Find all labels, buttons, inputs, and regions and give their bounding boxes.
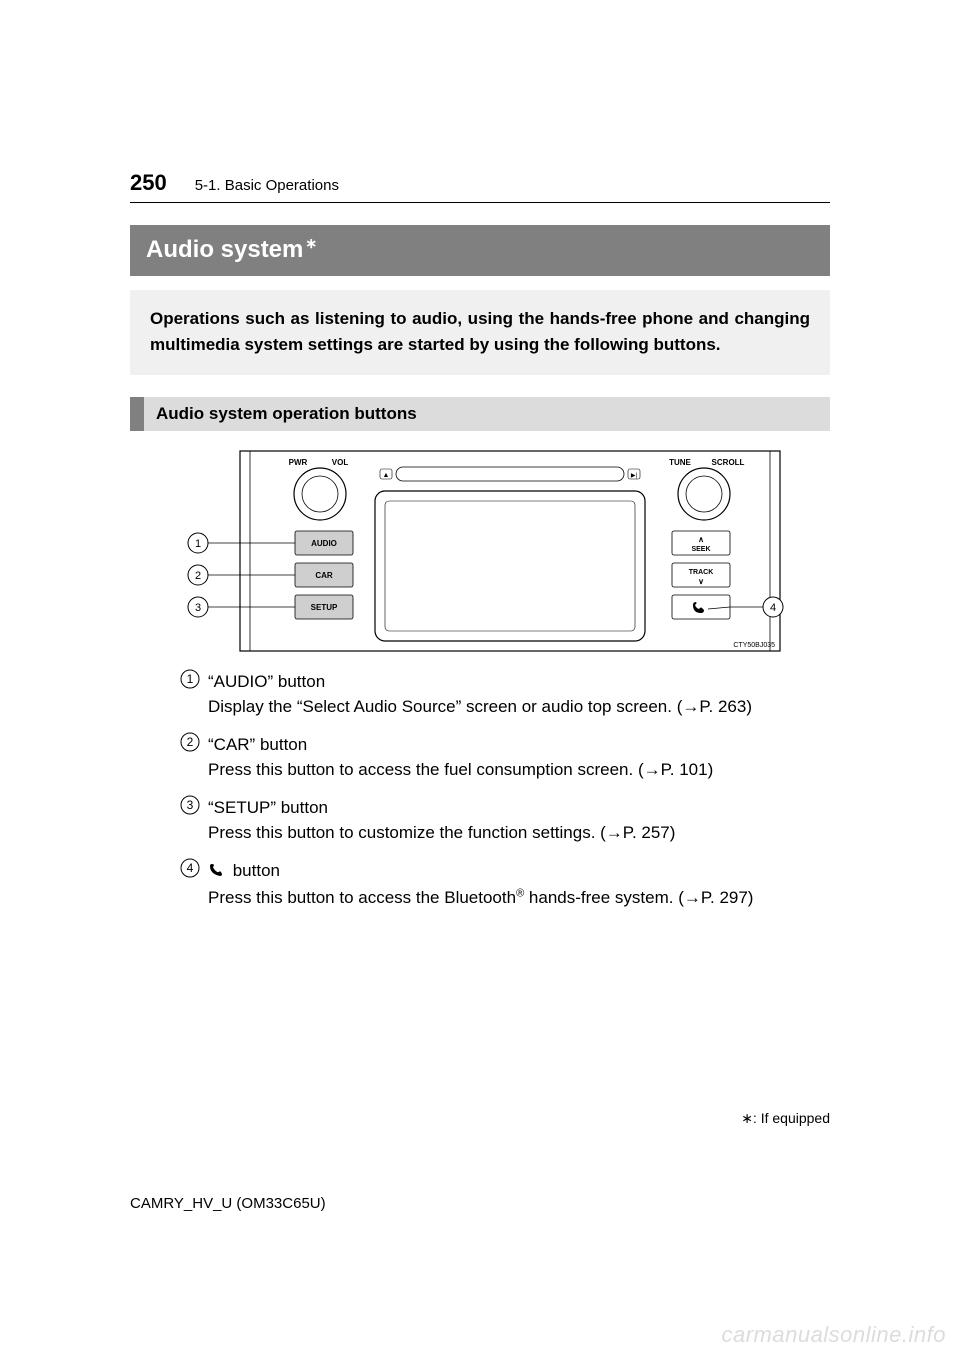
item-label-suffix: button bbox=[228, 861, 280, 880]
page-number: 250 bbox=[130, 170, 167, 196]
item-number-3: 3 bbox=[180, 795, 208, 817]
svg-text:TRACK: TRACK bbox=[689, 569, 714, 576]
svg-text:3: 3 bbox=[195, 602, 201, 614]
section-path: 5-1. Basic Operations bbox=[195, 177, 339, 194]
item-text: “AUDIO” button Display the “Select Audio… bbox=[208, 669, 830, 720]
item-label: “CAR” button bbox=[208, 735, 307, 754]
svg-text:SETUP: SETUP bbox=[311, 603, 338, 612]
svg-text:∧: ∧ bbox=[698, 535, 704, 544]
item-number-4: 4 bbox=[180, 858, 208, 880]
item-label: button bbox=[208, 861, 280, 880]
item-number-2: 2 bbox=[180, 732, 208, 754]
footnote: ∗: If equipped bbox=[741, 1110, 830, 1127]
svg-text:PWR: PWR bbox=[289, 458, 308, 467]
audio-diagram: PWR VOL AUDIO CAR SETUP ▲ ▶| TUNE SCROLL bbox=[180, 449, 830, 659]
item-text: button Press this button to access the B… bbox=[208, 858, 830, 911]
svg-text:SEEK: SEEK bbox=[691, 546, 710, 553]
page-title: Audio system bbox=[146, 236, 303, 263]
intro-box: Operations such as listening to audio, u… bbox=[130, 290, 830, 375]
item-number-1: 1 bbox=[180, 669, 208, 691]
item-label: “SETUP” button bbox=[208, 798, 328, 817]
title-marker: ∗ bbox=[305, 235, 317, 251]
phone-icon bbox=[208, 860, 224, 886]
item-text: “CAR” button Press this button to access… bbox=[208, 732, 830, 783]
audio-diagram-svg: PWR VOL AUDIO CAR SETUP ▲ ▶| TUNE SCROLL bbox=[180, 449, 790, 659]
list-item: 3 “SETUP” button Press this button to cu… bbox=[180, 795, 830, 846]
list-item: 2 “CAR” button Press this button to acce… bbox=[180, 732, 830, 783]
svg-text:2: 2 bbox=[187, 735, 194, 749]
item-label: “AUDIO” button bbox=[208, 672, 325, 691]
svg-text:∨: ∨ bbox=[698, 577, 704, 586]
page-title-bar: Audio system∗ bbox=[130, 225, 830, 276]
svg-text:SCROLL: SCROLL bbox=[712, 458, 745, 467]
svg-text:1: 1 bbox=[187, 672, 194, 686]
subheading: Audio system operation buttons bbox=[130, 397, 830, 431]
watermark: carmanualsonline.info bbox=[721, 1322, 946, 1348]
item-desc: Press this button to access the Bluetoot… bbox=[208, 888, 753, 907]
svg-text:CAR: CAR bbox=[315, 571, 333, 580]
button-list: 1 “AUDIO” button Display the “Select Aud… bbox=[180, 669, 830, 911]
item-text: “SETUP” button Press this button to cust… bbox=[208, 795, 830, 846]
svg-text:4: 4 bbox=[187, 861, 194, 875]
manual-page: 250 5-1. Basic Operations Audio system∗ … bbox=[130, 170, 830, 923]
svg-text:▶|: ▶| bbox=[631, 473, 638, 479]
svg-text:1: 1 bbox=[195, 538, 201, 550]
svg-text:▲: ▲ bbox=[383, 472, 390, 479]
header-rule bbox=[130, 202, 830, 203]
svg-text:2: 2 bbox=[195, 570, 201, 582]
item-desc: Press this button to access the fuel con… bbox=[208, 760, 713, 779]
page-header: 250 5-1. Basic Operations bbox=[130, 170, 830, 196]
item-desc: Press this button to customize the funct… bbox=[208, 823, 675, 842]
list-item: 1 “AUDIO” button Display the “Select Aud… bbox=[180, 669, 830, 720]
svg-text:TUNE: TUNE bbox=[669, 458, 691, 467]
svg-text:VOL: VOL bbox=[332, 458, 349, 467]
svg-text:3: 3 bbox=[187, 798, 194, 812]
footer-code: CAMRY_HV_U (OM33C65U) bbox=[130, 1195, 326, 1212]
svg-text:AUDIO: AUDIO bbox=[311, 539, 337, 548]
svg-text:CTY50BJ035: CTY50BJ035 bbox=[733, 642, 775, 649]
svg-text:4: 4 bbox=[770, 602, 776, 614]
item-desc: Display the “Select Audio Source” screen… bbox=[208, 697, 752, 716]
list-item: 4 button Press this button to access the… bbox=[180, 858, 830, 911]
